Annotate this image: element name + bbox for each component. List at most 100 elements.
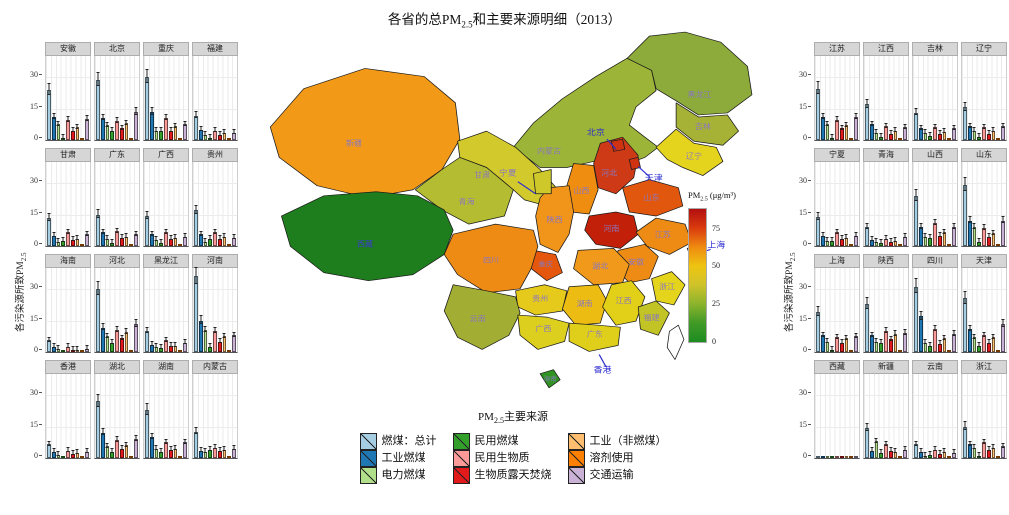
- error-bar: [47, 82, 51, 95]
- bar-2: [820, 116, 825, 140]
- bar-1: [194, 276, 198, 352]
- bar-slot: [51, 56, 56, 140]
- province-panel: 河南: [192, 254, 238, 353]
- bar-slot: [129, 268, 133, 352]
- error-bar: [874, 437, 878, 443]
- bar-8: [898, 138, 902, 140]
- error-bar: [52, 343, 56, 349]
- bar-slot: [991, 268, 996, 352]
- h-gridline: [815, 289, 859, 290]
- bar-2: [967, 444, 972, 458]
- h-gridline: [95, 214, 139, 216]
- error-bar: [110, 339, 114, 345]
- h-gridline: [144, 183, 188, 184]
- bar-slot: [928, 162, 932, 246]
- bar-slot: [115, 56, 119, 140]
- error-bar: [169, 235, 173, 241]
- error-bar: [105, 121, 109, 127]
- bar-slot: [164, 268, 168, 352]
- error-bar: [56, 238, 60, 244]
- error-bar: [194, 204, 198, 214]
- h-gridline: [962, 320, 1006, 322]
- bar-5: [835, 232, 839, 246]
- error-bar: [164, 228, 168, 234]
- bar-9: [903, 127, 907, 140]
- bar-8: [849, 350, 853, 352]
- bar-slot: [232, 162, 236, 246]
- bar-slot: [227, 374, 231, 458]
- y-tick-label: 15: [30, 102, 42, 111]
- bar-slot: [869, 56, 874, 140]
- error-bar: [1001, 318, 1005, 327]
- h-gridline: [144, 289, 188, 290]
- error-bar: [222, 332, 226, 338]
- y-tick-label: 0: [34, 240, 42, 248]
- bar-slot: [213, 56, 217, 140]
- bar-slot: [217, 162, 222, 246]
- bar-slot: [110, 268, 114, 352]
- error-bar: [933, 324, 937, 332]
- y-tick-label: 15: [799, 208, 811, 217]
- error-bar: [982, 438, 986, 444]
- bar-9: [952, 128, 956, 140]
- bar-5: [213, 447, 217, 458]
- bar-slot: [844, 162, 849, 246]
- panel-strip: 山西: [912, 148, 958, 162]
- bar-5: [164, 442, 168, 458]
- bar-slot: [849, 374, 853, 458]
- bar-9: [952, 227, 956, 246]
- bar-slot: [203, 56, 208, 140]
- bar-slot: [933, 268, 937, 352]
- error-bar: [821, 331, 825, 337]
- bar-3: [56, 124, 61, 140]
- bar-slot: [217, 268, 222, 352]
- bar-9: [85, 234, 89, 246]
- error-bar: [199, 126, 203, 131]
- bar-slot: [928, 56, 932, 140]
- error-bar: [124, 119, 128, 125]
- bar-1: [963, 185, 967, 246]
- panel-plot: [192, 266, 238, 353]
- error-bar: [150, 106, 154, 115]
- bar-slot: [918, 374, 923, 458]
- bar-1: [96, 214, 100, 246]
- bar-slot: [173, 162, 178, 246]
- bar-slot: [967, 162, 972, 246]
- error-bar: [47, 212, 51, 221]
- error-bar: [71, 450, 75, 456]
- province-panel: 吉林: [912, 42, 958, 141]
- panel-strip: 陕西: [863, 254, 909, 268]
- bar-slot: [952, 162, 956, 246]
- bar-1: [865, 104, 869, 140]
- bar-2: [51, 235, 56, 246]
- panel-row: 0 15 30 西藏 新疆 云南 浙江: [797, 360, 1007, 460]
- error-bar: [159, 448, 163, 454]
- h-gridline: [144, 108, 188, 110]
- map-legend-tick: 0: [712, 336, 716, 346]
- panel-strip: 河南: [192, 254, 238, 268]
- error-bar: [52, 112, 56, 120]
- map-legend-title: PM2.5 (μg/m³): [688, 190, 736, 203]
- map-region-label: 河北: [601, 169, 617, 178]
- panel-plot: [143, 56, 189, 141]
- bar-slot: [914, 162, 918, 246]
- bar-slot: [134, 374, 138, 458]
- bar-slot: [178, 374, 182, 458]
- bar-8: [178, 244, 182, 246]
- bar-slot: [972, 56, 977, 140]
- legend-item-label: 交通运输: [589, 469, 634, 482]
- bar-8: [129, 456, 133, 458]
- bar-6: [119, 128, 124, 140]
- bar-5: [164, 117, 168, 140]
- error-bar: [115, 117, 119, 123]
- error-bar: [963, 177, 967, 192]
- province-panel: 河北: [94, 254, 140, 353]
- bar-slot: [1001, 374, 1005, 458]
- panel-plot: [143, 268, 189, 353]
- bar-slot: [937, 162, 942, 246]
- error-bar: [208, 446, 212, 452]
- y-tick-label: 30: [799, 283, 811, 291]
- bar-slot: [154, 374, 159, 458]
- bars: [864, 162, 908, 246]
- panel-strip: 贵州: [192, 148, 238, 162]
